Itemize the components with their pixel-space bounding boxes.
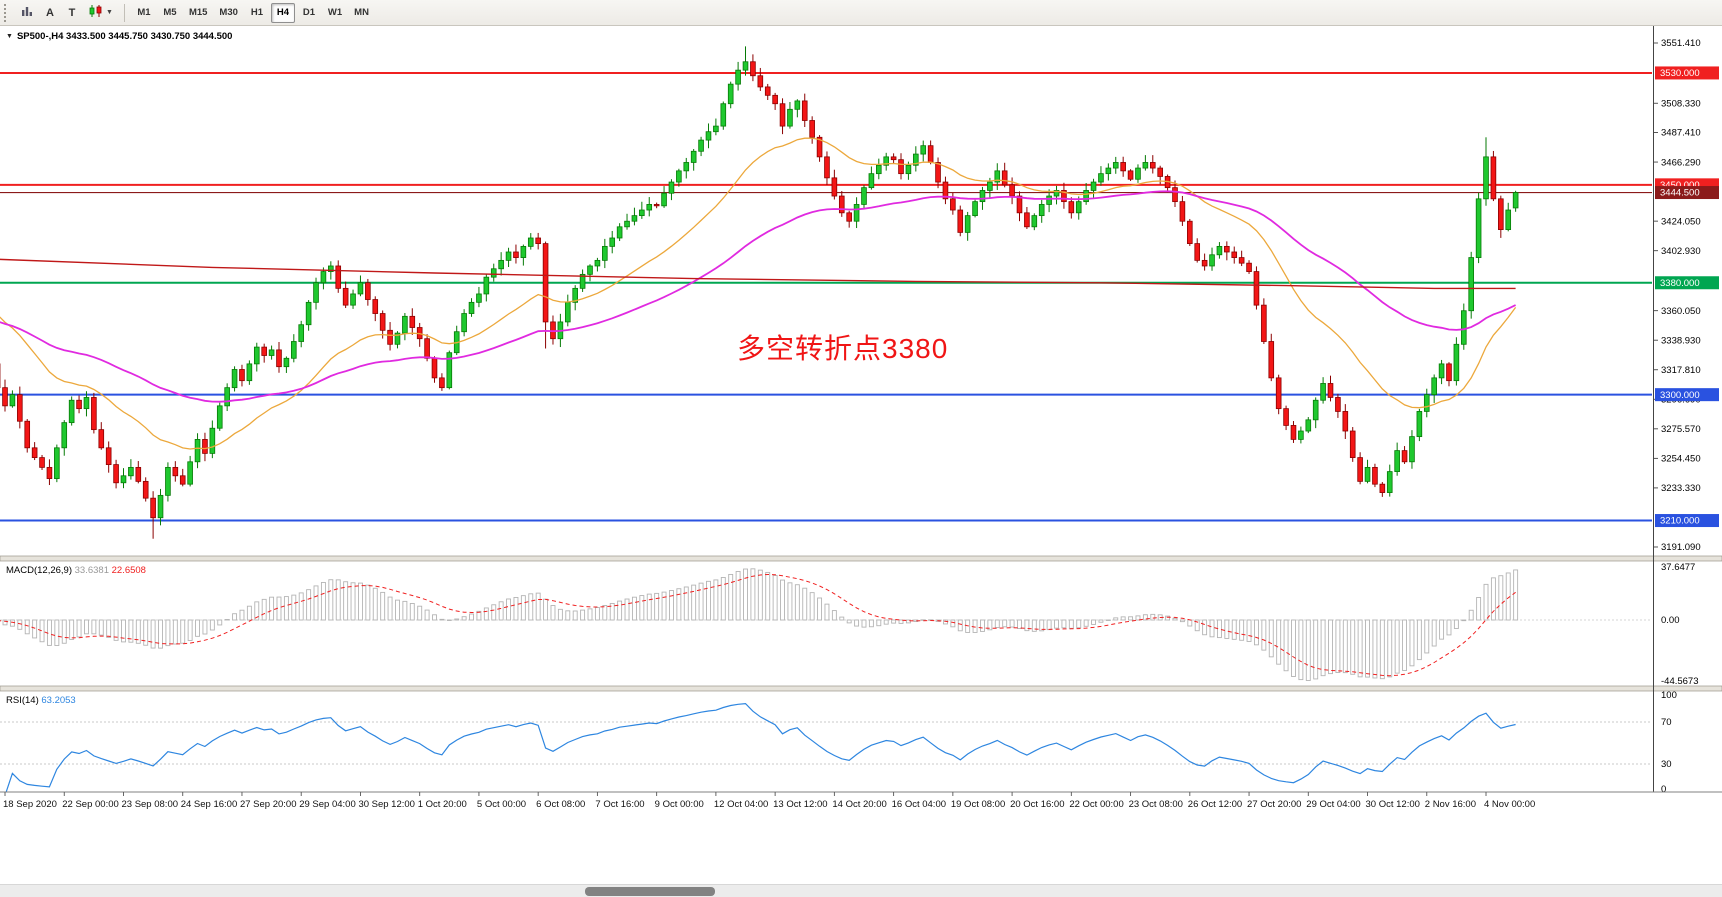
toolbar: A T ▼ M1 M5 M15 M30 H1 H4 D1 W1 MN — [0, 0, 1722, 26]
svg-text:3233.330: 3233.330 — [1661, 483, 1701, 494]
ma-fast-line — [0, 137, 1517, 450]
svg-text:29 Sep 04:00: 29 Sep 04:00 — [299, 799, 356, 810]
svg-text:24 Sep 16:00: 24 Sep 16:00 — [181, 799, 238, 810]
template-button[interactable]: ▼ — [84, 3, 117, 23]
timeframe-button-w1[interactable]: W1 — [323, 3, 347, 23]
timeframe-button-m1[interactable]: M1 — [132, 3, 156, 23]
ma-mid-line — [0, 190, 1516, 403]
toolbar-separator — [123, 3, 125, 22]
svg-text:RSI(14) 63.2053: RSI(14) 63.2053 — [6, 695, 76, 706]
svg-text:0: 0 — [1661, 784, 1666, 795]
svg-text:3466.290: 3466.290 — [1661, 157, 1701, 168]
svg-text:29 Oct 04:00: 29 Oct 04:00 — [1306, 799, 1360, 810]
svg-text:3424.050: 3424.050 — [1661, 216, 1701, 227]
svg-text:23 Sep 08:00: 23 Sep 08:00 — [121, 799, 178, 810]
candles-layer — [0, 46, 1519, 539]
svg-text:3191.090: 3191.090 — [1661, 542, 1701, 553]
svg-text:3300.000: 3300.000 — [1660, 390, 1700, 401]
chart-type-button[interactable] — [16, 3, 38, 23]
svg-text:22 Sep 00:00: 22 Sep 00:00 — [62, 799, 119, 810]
timeframe-button-mn[interactable]: MN — [349, 3, 374, 23]
svg-text:3487.410: 3487.410 — [1661, 128, 1701, 139]
timeframe-button-m5[interactable]: M5 — [158, 3, 182, 23]
chart-area: 3551.410 3508.330 3487.410 3466.290 3424.050… — [0, 26, 1722, 813]
timeframe-button-d1[interactable]: D1 — [297, 3, 321, 23]
svg-text:27 Sep 20:00: 27 Sep 20:00 — [240, 799, 297, 810]
svg-text:3444.500: 3444.500 — [1660, 188, 1700, 199]
svg-text:30 Oct 12:00: 30 Oct 12:00 — [1366, 799, 1420, 810]
horizontal-scrollbar — [0, 884, 1722, 897]
time-axis: 18 Sep 2020 22 Sep 00:00 23 Sep 08:00 24 Se… — [3, 792, 1535, 810]
text-t-label: T — [68, 6, 76, 19]
svg-text:18 Sep 2020: 18 Sep 2020 — [3, 799, 57, 810]
svg-text:19 Oct 08:00: 19 Oct 08:00 — [951, 799, 1005, 810]
text-a-label: A — [46, 6, 54, 19]
svg-text:70: 70 — [1661, 717, 1672, 728]
rsi-labels: RSI(14) 63.2053 100 70 30 0 — [6, 690, 1677, 795]
svg-text:3508.330: 3508.330 — [1661, 98, 1701, 109]
timeframe-button-h4[interactable]: H4 — [270, 2, 295, 23]
svg-text:16 Oct 04:00: 16 Oct 04:00 — [892, 799, 946, 810]
svg-text:14 Oct 20:00: 14 Oct 20:00 — [832, 799, 886, 810]
svg-text:12 Oct 04:00: 12 Oct 04:00 — [714, 799, 768, 810]
text-t-button[interactable]: T — [62, 3, 82, 23]
rsi-line — [5, 702, 1516, 792]
svg-text:3450.000: 3450.000 — [1660, 180, 1700, 191]
horizontal-scrollbar-thumb[interactable] — [585, 887, 715, 896]
svg-text:0.00: 0.00 — [1661, 615, 1680, 626]
svg-text:4 Nov 00:00: 4 Nov 00:00 — [1484, 799, 1535, 810]
svg-text:3402.930: 3402.930 — [1661, 246, 1701, 257]
svg-text:3360.050: 3360.050 — [1661, 306, 1701, 317]
svg-text:MACD(12,26,9) 33.6381 22.6508: MACD(12,26,9) 33.6381 22.6508 — [6, 565, 146, 576]
svg-text:3551.410: 3551.410 — [1661, 38, 1701, 49]
svg-text:3254.450: 3254.450 — [1661, 454, 1701, 465]
svg-text:9 Oct 00:00: 9 Oct 00:00 — [655, 799, 704, 810]
macd-signal-line — [0, 573, 1516, 677]
svg-text:6 Oct 08:00: 6 Oct 08:00 — [536, 799, 585, 810]
price-chart[interactable]: 3551.410 3508.330 3487.410 3466.290 3424.050… — [0, 26, 1722, 813]
svg-text:27 Oct 20:00: 27 Oct 20:00 — [1247, 799, 1301, 810]
ma-slow-line — [0, 258, 1516, 290]
macd-histogram — [0, 568, 1519, 681]
svg-text:3317.810: 3317.810 — [1661, 365, 1701, 376]
timeframe-buttons: M1 M5 M15 M30 H1 H4 D1 W1 MN — [131, 2, 375, 23]
svg-text:2 Nov 16:00: 2 Nov 16:00 — [1425, 799, 1476, 810]
svg-text:13 Oct 12:00: 13 Oct 12:00 — [773, 799, 827, 810]
toolbar-drag-handle[interactable] — [4, 3, 11, 22]
svg-text:26 Oct 12:00: 26 Oct 12:00 — [1188, 799, 1242, 810]
chevron-down-icon: ▼ — [106, 9, 113, 16]
timeframe-button-h1[interactable]: H1 — [245, 3, 269, 23]
svg-text:37.6477: 37.6477 — [1661, 562, 1695, 573]
svg-text:1 Oct 20:00: 1 Oct 20:00 — [418, 799, 467, 810]
timeframe-button-m15[interactable]: M15 — [184, 3, 212, 23]
svg-text:3210.000: 3210.000 — [1660, 516, 1700, 527]
svg-text:23 Oct 08:00: 23 Oct 08:00 — [1129, 799, 1183, 810]
candles-icon — [88, 4, 104, 21]
svg-text:30 Sep 12:00: 30 Sep 12:00 — [358, 799, 415, 810]
svg-text:100: 100 — [1661, 690, 1677, 701]
svg-text:30: 30 — [1661, 759, 1672, 770]
macd-labels: MACD(12,26,9) 33.6381 22.6508 37.6477 0.00… — [6, 562, 1699, 687]
svg-text:20 Oct 16:00: 20 Oct 16:00 — [1010, 799, 1064, 810]
bar-chart-icon — [20, 4, 34, 21]
svg-text:3530.000: 3530.000 — [1660, 68, 1700, 79]
svg-text:5 Oct 00:00: 5 Oct 00:00 — [477, 799, 526, 810]
price-axis: 3551.410 3508.330 3487.410 3466.290 3424.050… — [1653, 38, 1719, 553]
svg-text:22 Oct 00:00: 22 Oct 00:00 — [1069, 799, 1123, 810]
timeframe-button-m30[interactable]: M30 — [214, 3, 242, 23]
svg-text:3338.930: 3338.930 — [1661, 335, 1701, 346]
svg-text:3380.000: 3380.000 — [1660, 278, 1700, 289]
svg-text:7 Oct 16:00: 7 Oct 16:00 — [595, 799, 644, 810]
svg-text:-44.5673: -44.5673 — [1661, 676, 1699, 687]
svg-text:3275.570: 3275.570 — [1661, 424, 1701, 435]
text-a-button[interactable]: A — [40, 3, 60, 23]
